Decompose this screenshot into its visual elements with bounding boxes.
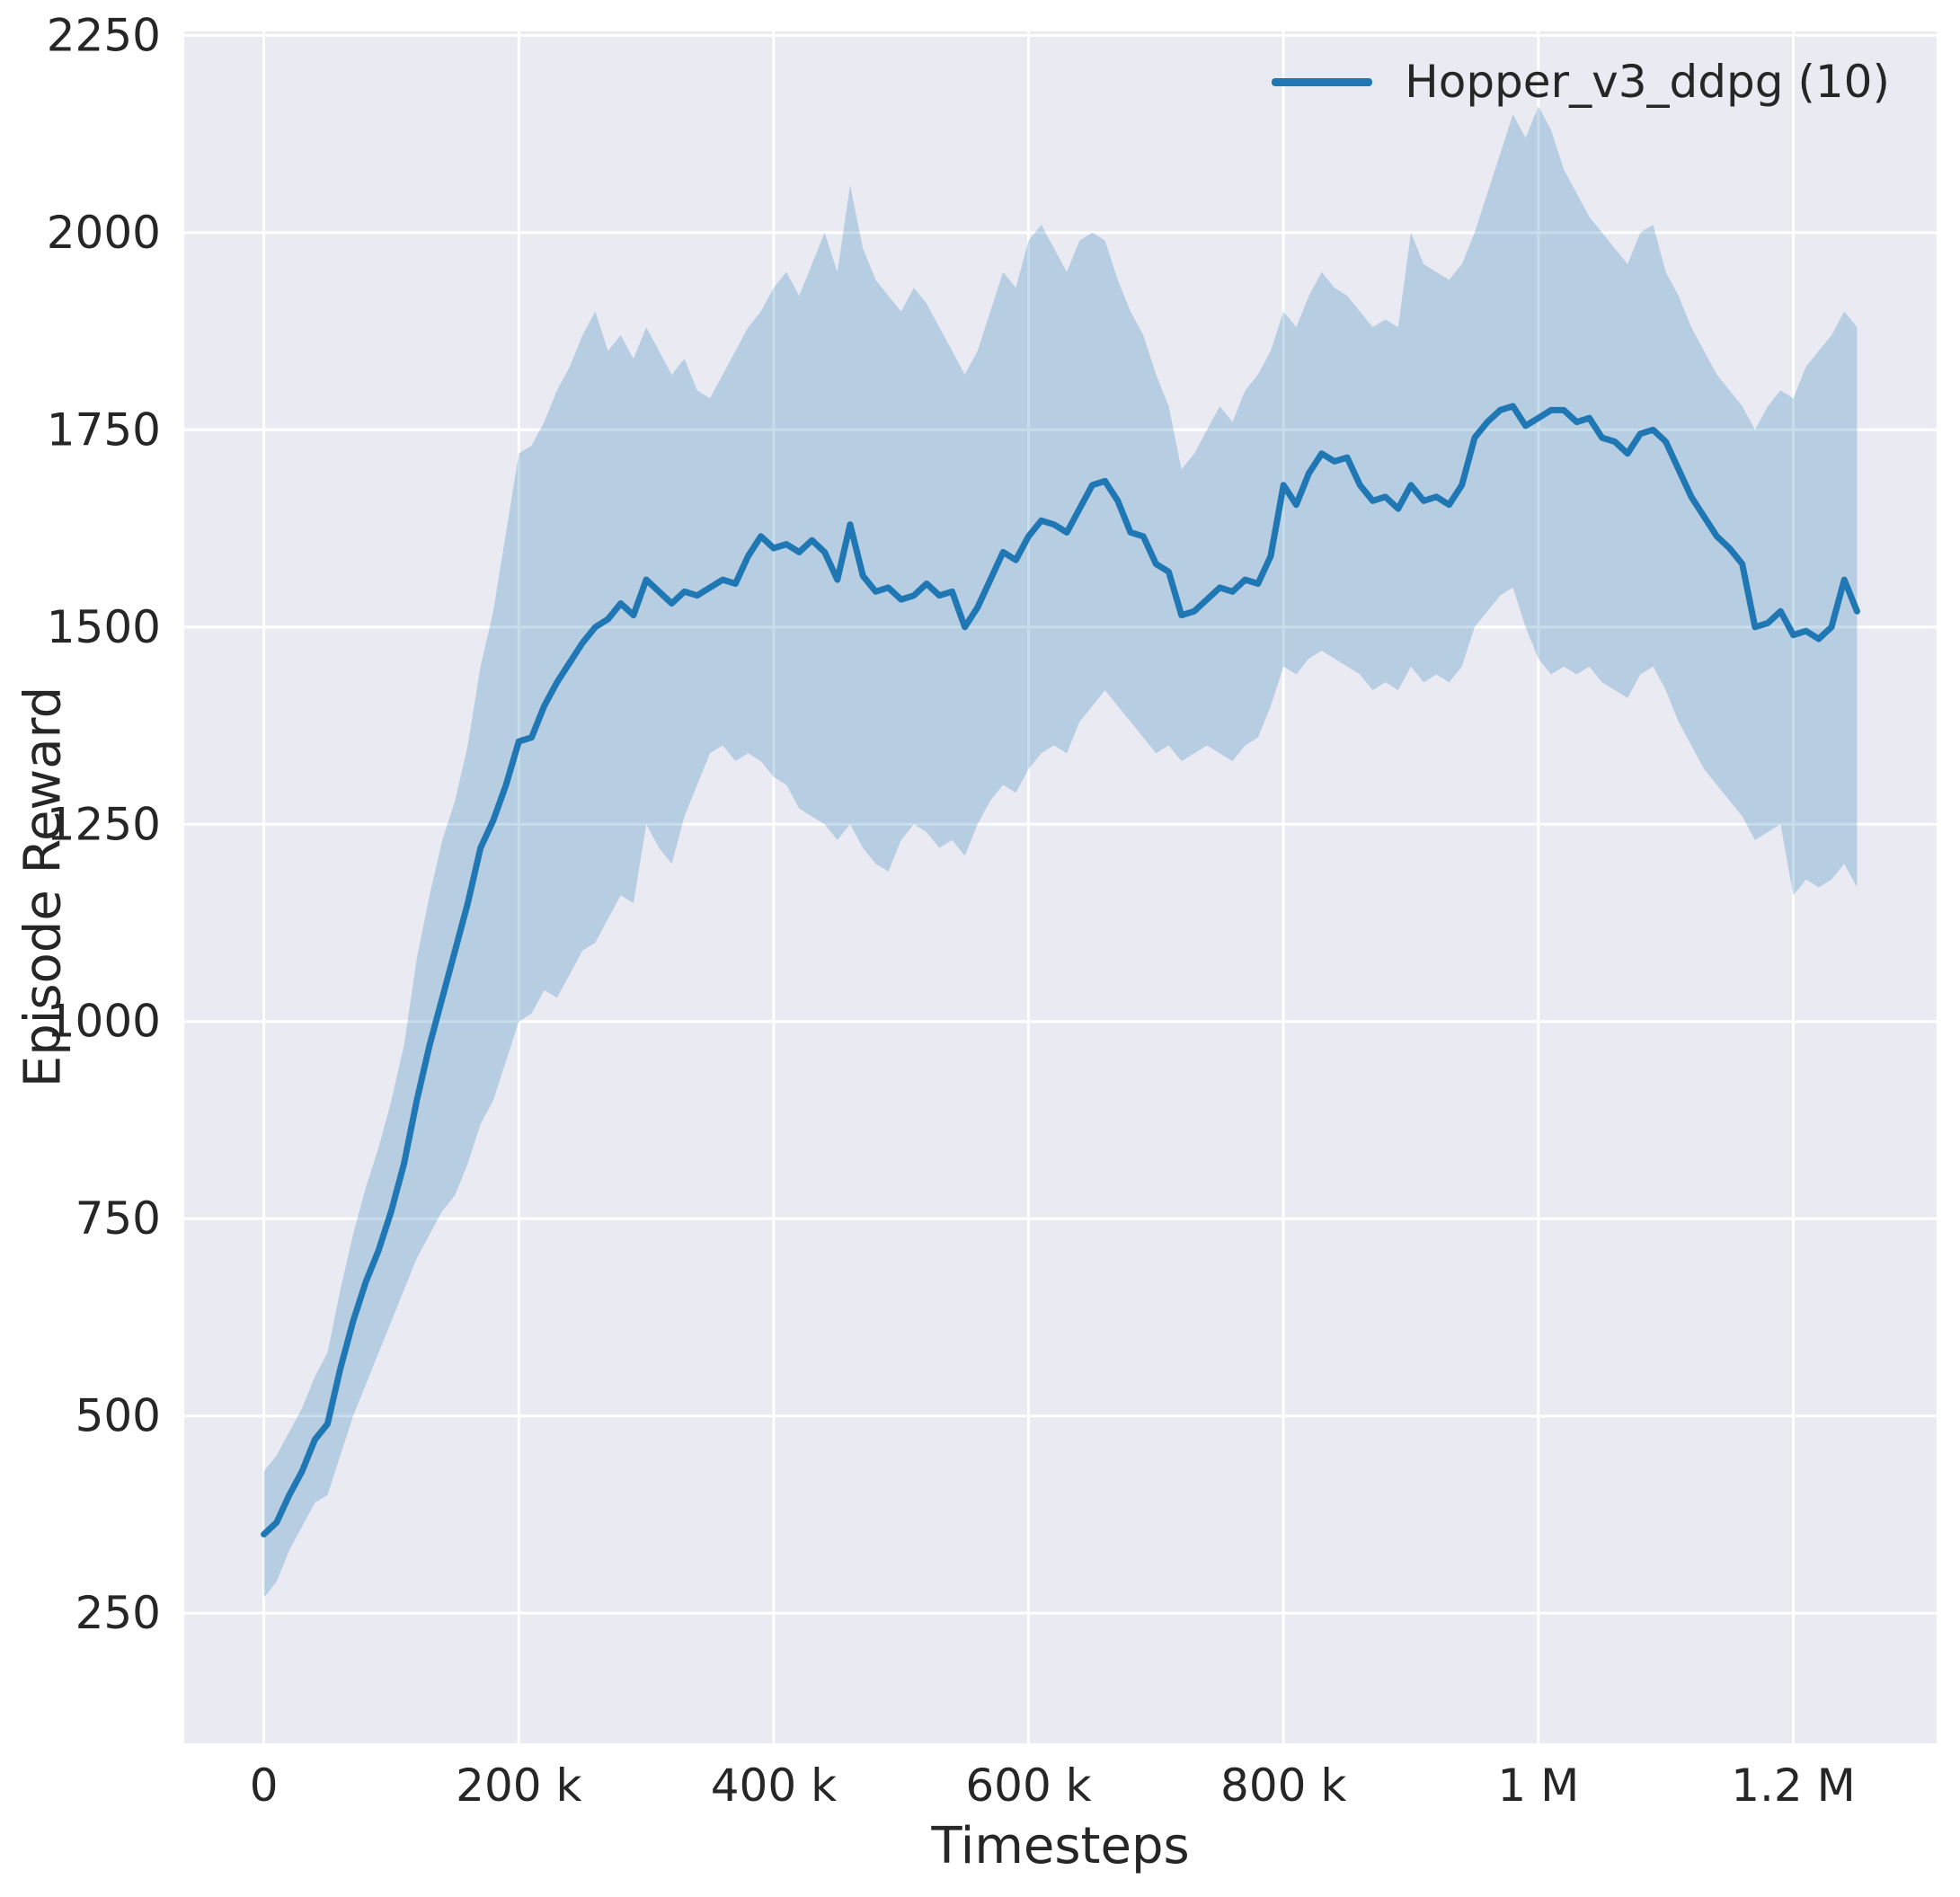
y-tick-label: 500: [75, 1390, 161, 1442]
y-tick-label: 2000: [47, 207, 161, 259]
mean-line: [261, 403, 1860, 1538]
x-tick-label: 600 k: [965, 1760, 1091, 1812]
y-tick-label: 1250: [47, 798, 161, 850]
plot-background: [184, 31, 1937, 1743]
x-tick-label: 200 k: [456, 1760, 581, 1812]
y-tick-label: 250: [75, 1587, 161, 1639]
legend-label: Hopper_v3_ddpg (10): [1405, 56, 1890, 108]
y-tick-label: 750: [75, 1192, 161, 1245]
y-tick-label: 1750: [47, 403, 161, 456]
x-tick-label: 800 k: [1220, 1760, 1346, 1812]
x-tick-label: 1.2 M: [1731, 1760, 1856, 1812]
x-tick-label: 1 M: [1497, 1760, 1579, 1812]
x-tick-label: 400 k: [711, 1760, 837, 1812]
y-axis-label: Episode Reward: [13, 686, 73, 1088]
x-axis-label: Timesteps: [931, 1817, 1190, 1875]
legend: Hopper_v3_ddpg (10): [1272, 56, 1890, 108]
gridlines: [184, 31, 1937, 1743]
y-tick-label: 2250: [47, 9, 161, 61]
y-tick-label: 1500: [47, 601, 161, 653]
x-tick-label: 0: [250, 1760, 279, 1812]
legend-line-swatch: [1272, 77, 1373, 86]
confidence-band: [263, 106, 1858, 1598]
y-tick-label: 1000: [47, 996, 161, 1048]
